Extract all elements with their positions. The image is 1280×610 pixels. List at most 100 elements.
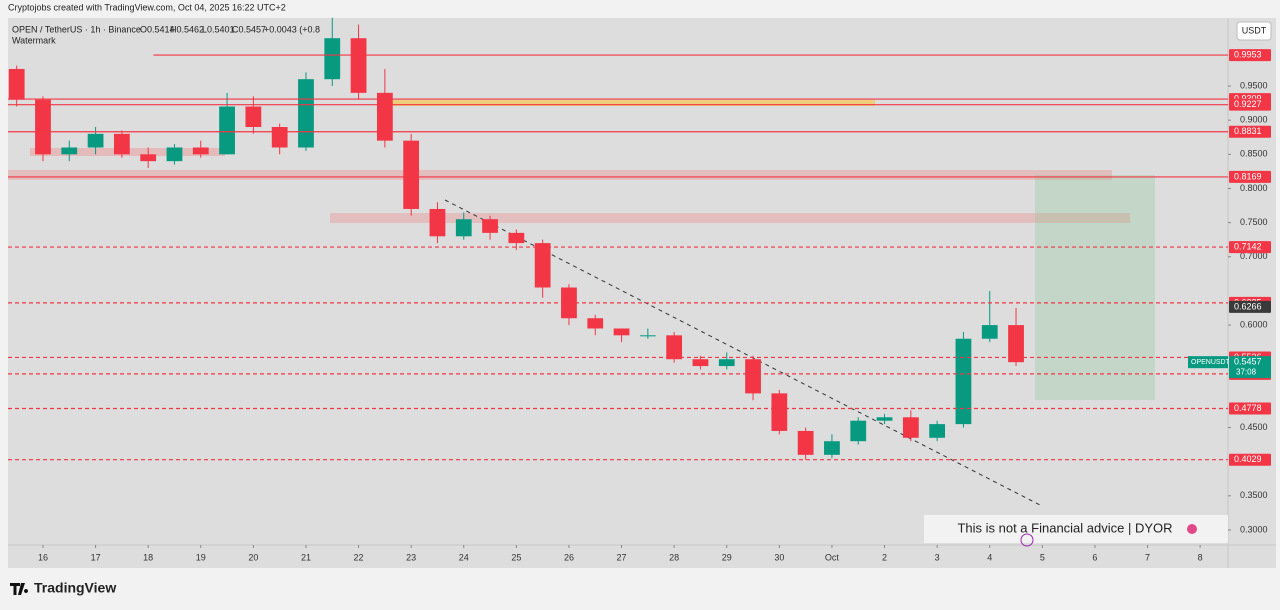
x-tick-label: 23 bbox=[406, 552, 416, 562]
level-badge bbox=[1229, 300, 1271, 313]
ohlc: O0.5414 bbox=[140, 24, 175, 34]
level-badge bbox=[1229, 453, 1271, 466]
candle-body bbox=[639, 335, 656, 337]
candle-body bbox=[1008, 325, 1024, 363]
candle-body bbox=[140, 154, 157, 162]
x-tick-label: 28 bbox=[669, 552, 679, 562]
level-badge bbox=[1229, 241, 1271, 254]
ohlc: +0.0043 (+0.8 bbox=[264, 24, 320, 34]
x-tick-label: 21 bbox=[301, 552, 311, 562]
y-tick-label: 0.3000 bbox=[1240, 524, 1268, 534]
candle-body bbox=[219, 106, 235, 155]
x-tick-label: 20 bbox=[248, 552, 258, 562]
zone bbox=[382, 100, 875, 106]
candle-body bbox=[403, 140, 420, 209]
y-tick-label: 0.6000 bbox=[1240, 319, 1268, 329]
y-tick-label: 0.9000 bbox=[1240, 115, 1268, 125]
ohlc: L0.5401 bbox=[202, 24, 235, 34]
x-tick-label: 26 bbox=[564, 552, 574, 562]
x-tick-label: 22 bbox=[354, 552, 364, 562]
x-tick-label: 27 bbox=[617, 552, 627, 562]
target-icon bbox=[1187, 524, 1197, 534]
candle-body bbox=[166, 147, 183, 162]
level-badge bbox=[1229, 170, 1271, 183]
candle-body bbox=[508, 232, 525, 244]
level-label: 0.8169 bbox=[1234, 171, 1262, 181]
candle-body bbox=[324, 38, 341, 80]
candle-body bbox=[718, 359, 735, 367]
y-tick-label: 0.8000 bbox=[1240, 183, 1268, 193]
watermark: Watermark bbox=[12, 35, 56, 45]
candle-body bbox=[113, 133, 130, 155]
countdown: 37:08 bbox=[1236, 367, 1257, 376]
x-tick-label: 2 bbox=[882, 552, 887, 562]
candle-body bbox=[376, 92, 393, 141]
candle-body bbox=[902, 417, 919, 438]
x-tick-label: 7 bbox=[1145, 552, 1150, 562]
candle-body bbox=[692, 359, 709, 367]
y-tick-label: 0.4500 bbox=[1240, 422, 1268, 432]
level-label: 0.4029 bbox=[1234, 454, 1262, 464]
candle-body bbox=[61, 147, 78, 155]
level-label: 0.6266 bbox=[1234, 301, 1262, 311]
y-tick-label: 0.7000 bbox=[1240, 251, 1268, 261]
candle-body bbox=[35, 99, 51, 155]
brand: TradingView bbox=[34, 580, 116, 596]
symbol: OPEN / TetherUS · 1h · Binance bbox=[12, 24, 141, 34]
candle-body bbox=[613, 328, 630, 336]
x-tick-label: 24 bbox=[459, 552, 469, 562]
last-price: 0.5457 bbox=[1234, 357, 1262, 367]
candle-body bbox=[587, 318, 604, 329]
y-tick-label: 0.3500 bbox=[1240, 490, 1268, 500]
candle-body bbox=[298, 79, 314, 148]
level-badge bbox=[1229, 98, 1271, 111]
level-label: 0.8831 bbox=[1234, 126, 1262, 136]
x-tick-label: 3 bbox=[935, 552, 940, 562]
annotation-box bbox=[924, 515, 1228, 543]
candle-body bbox=[87, 133, 104, 148]
level-badge bbox=[1229, 402, 1271, 415]
currency-button[interactable] bbox=[1236, 21, 1272, 41]
candle-body bbox=[876, 417, 893, 421]
x-tick-label: 6 bbox=[1092, 552, 1097, 562]
candle-body bbox=[192, 147, 209, 155]
currency[interactable]: USDT bbox=[1242, 25, 1267, 35]
x-tick-label: 29 bbox=[722, 552, 732, 562]
ohlc: C0.5457 bbox=[232, 24, 266, 34]
annotation: This is not a Financial advice | DYOR bbox=[957, 520, 1172, 535]
candle-body bbox=[271, 127, 288, 148]
level-badge bbox=[1229, 49, 1271, 62]
y-tick-label: 0.7500 bbox=[1240, 217, 1268, 227]
candle-body bbox=[929, 424, 946, 438]
level-badge bbox=[1229, 125, 1271, 138]
candle-body bbox=[797, 430, 814, 455]
candle-body bbox=[771, 393, 788, 431]
y-tick-label: 0.9500 bbox=[1240, 80, 1268, 90]
logo bbox=[10, 583, 29, 595]
x-tick-label: 30 bbox=[774, 552, 784, 562]
credit: Cryptojobs created with TradingView.com,… bbox=[8, 2, 286, 12]
x-tick-label: 5 bbox=[1040, 552, 1045, 562]
alert-icon[interactable] bbox=[1020, 533, 1034, 547]
candle-body bbox=[955, 338, 972, 425]
candle-body bbox=[981, 325, 998, 339]
candle-body bbox=[8, 68, 25, 100]
level-label: 0.4778 bbox=[1234, 403, 1262, 413]
candle-body bbox=[534, 243, 551, 288]
candle-body bbox=[455, 219, 472, 237]
candle-body bbox=[745, 359, 761, 394]
candle-body bbox=[666, 335, 683, 360]
candle-body bbox=[350, 38, 367, 93]
candle-body bbox=[824, 441, 840, 455]
candle-body bbox=[850, 420, 867, 442]
x-tick-label: 17 bbox=[91, 552, 101, 562]
position-box bbox=[1035, 175, 1155, 400]
x-tick-label: 25 bbox=[511, 552, 521, 562]
zone bbox=[330, 213, 1130, 223]
x-tick-label: 16 bbox=[38, 552, 48, 562]
x-tick-label: Oct bbox=[825, 552, 840, 562]
level-label: 0.9309 bbox=[1234, 93, 1262, 103]
level-label: 0.7142 bbox=[1234, 241, 1262, 251]
y-tick-label: 0.8500 bbox=[1240, 149, 1268, 159]
